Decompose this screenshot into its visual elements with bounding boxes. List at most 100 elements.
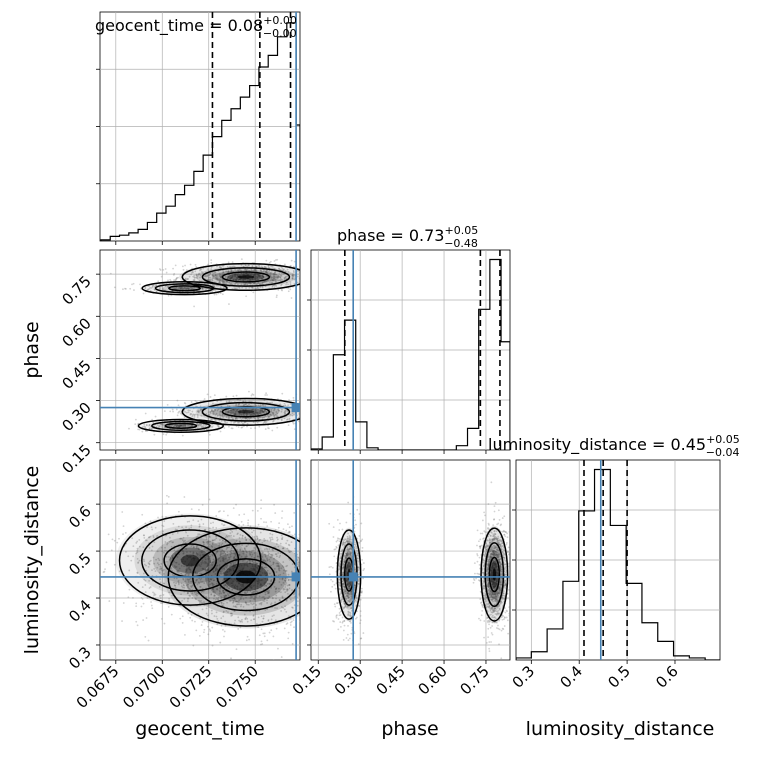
histogram-bin	[138, 229, 147, 241]
x-tick-label-geocent-time: 0.0750	[212, 662, 262, 712]
histogram-bin	[194, 171, 203, 241]
contour-line	[201, 267, 291, 287]
contour-line	[154, 283, 215, 294]
histogram-bin	[674, 656, 690, 660]
histogram-bin	[345, 320, 356, 450]
panel-geocent-time-phase-frame	[99, 249, 301, 451]
x-tick-label-luminosity-distance: 0.4	[556, 662, 586, 692]
histogram-bin	[658, 641, 674, 660]
contour-line	[488, 556, 500, 593]
contour-line	[181, 262, 300, 292]
histogram-bin	[203, 155, 212, 241]
histogram-bin	[222, 120, 231, 241]
density-level	[180, 554, 200, 567]
y-tick-label-luminosity-distance: 0.3	[65, 643, 95, 673]
histogram-bin	[579, 511, 595, 660]
y-tick-label-phase: 0.15	[58, 441, 94, 477]
histogram-steps-phase	[311, 258, 510, 450]
histogram-bin	[231, 109, 240, 241]
density-level	[237, 410, 255, 414]
histogram-bin	[322, 437, 333, 450]
histogram-bin	[212, 137, 221, 241]
histogram-bin	[501, 342, 510, 450]
density-level	[178, 287, 191, 290]
contour-line	[484, 542, 505, 608]
histogram-bin	[278, 37, 287, 241]
histogram-bin	[120, 235, 129, 241]
contour-line	[141, 529, 240, 592]
contour-line	[118, 515, 262, 606]
panel-phase-vs-luminosity-distance: 0.15 0.30 0.45 0.60 0.75	[289, 459, 511, 698]
histogram-bin	[110, 236, 119, 241]
density-level	[151, 283, 219, 294]
y-tick-label-luminosity-distance: 0.5	[65, 549, 95, 579]
panel-geocent-time-vs-phase: 0.15 0.30 0.45 0.60 0.75	[58, 249, 301, 477]
x-tick-label-phase: 0.75	[456, 662, 492, 698]
histogram-bin	[456, 446, 467, 450]
contour-line	[201, 401, 291, 422]
ylabel-luminosity-distance: luminosity_distance	[21, 466, 43, 655]
density-level	[175, 425, 187, 427]
x-tick-label-geocent-time: 0.0700	[119, 662, 169, 712]
xlabel-luminosity-distance: luminosity_distance	[526, 718, 715, 740]
truth-marker	[291, 403, 300, 413]
histogram-bin	[250, 86, 259, 241]
x-tick-label-phase: 0.15	[289, 662, 325, 698]
histogram-bin	[356, 422, 367, 450]
x-tick-label-geocent-time: 0.0725	[166, 662, 216, 712]
histogram-bin	[642, 623, 658, 660]
xlabel-phase: phase	[381, 718, 438, 740]
density-level	[492, 568, 497, 581]
x-tick-label-luminosity-distance: 0.6	[652, 662, 682, 692]
panel-geocent-time-luminosity-distance-frame	[99, 459, 301, 661]
title-phase: phase = 0.73+0.05 −0.48	[337, 224, 478, 250]
histogram-bin	[268, 55, 277, 241]
histogram-bin	[531, 652, 547, 660]
contour-line	[137, 418, 224, 433]
x-tick-label-phase: 0.45	[373, 662, 409, 698]
histogram-bin	[147, 222, 156, 241]
histogram-bin	[610, 525, 626, 660]
x-tick-label-luminosity-distance: 0.3	[509, 662, 539, 692]
contour-line	[181, 397, 300, 426]
panel-phase-histogram	[307, 249, 511, 454]
histogram-bin	[157, 213, 166, 241]
x-tick-label-phase: 0.30	[331, 662, 367, 698]
density-level	[237, 275, 255, 279]
x-tick-label-luminosity-distance: 0.5	[604, 662, 634, 692]
y-tick-label-luminosity-distance: 0.4	[65, 596, 95, 626]
xlabel-geocent-time: geocent_time	[135, 718, 264, 740]
truth-marker	[348, 572, 358, 582]
histogram-bin	[333, 355, 344, 450]
histogram-bin	[287, 23, 296, 241]
y-tick-label-phase: 0.75	[58, 272, 94, 308]
y-tick-label-phase: 0.30	[58, 399, 94, 435]
x-tick-label-phase: 0.60	[415, 662, 451, 698]
contour-line	[336, 529, 362, 620]
histogram-bin	[240, 97, 249, 241]
contour-line	[141, 281, 228, 296]
contour-line	[168, 285, 201, 292]
truth-marker	[291, 572, 300, 582]
histogram-bin	[129, 233, 138, 241]
histogram-bin	[166, 206, 175, 241]
contour-line	[164, 422, 198, 429]
histogram-steps-geocent-time	[100, 22, 300, 241]
panel-luminosity-distance-histogram: 0.3 0.4 0.5 0.6	[509, 459, 721, 692]
y-tick-label-phase: 0.60	[58, 314, 94, 350]
y-tick-label-phase: 0.45	[58, 357, 94, 393]
histogram-bin	[468, 428, 479, 450]
title-geocent-time: geocent_time = 0.08+0.00 −0.00	[95, 14, 297, 40]
histogram-bin	[185, 185, 194, 241]
histogram-bin	[175, 195, 184, 241]
histogram-bin	[626, 583, 642, 660]
panel-phase-luminosity-distance-frame	[310, 459, 511, 661]
histogram-bin	[563, 581, 579, 660]
contour-line	[221, 271, 271, 283]
panel-geocent-time-histogram	[96, 11, 301, 245]
contour-line	[151, 420, 211, 431]
density-level	[147, 420, 215, 431]
ylabel-phase: phase	[21, 321, 43, 378]
histogram-steps-luminosity-distance	[516, 468, 720, 660]
